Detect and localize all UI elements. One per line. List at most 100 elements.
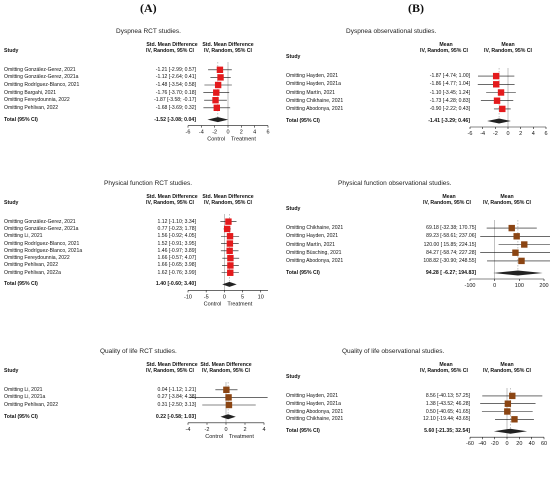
x-axis-tick-label: -4: [480, 131, 485, 137]
study-estimate: -1.21 [-2.99; 0.57]: [155, 66, 196, 73]
study-point-marker: [499, 105, 506, 113]
study-label: Omitting Abodonya, 2021: [286, 105, 344, 112]
study-point-marker: [217, 74, 224, 81]
column-header-study: Study: [4, 48, 19, 54]
study-estimate: -1.86 [-4.77; 1.04]: [429, 81, 470, 88]
study-estimate: 1.66 [-0.57; 4.07]: [157, 255, 196, 262]
study-point-marker: [509, 392, 516, 400]
forest-plot: -6 -4 -2 0 2 4 6 Control Treatment: [186, 62, 270, 143]
x-axis-tick-label: 20: [516, 441, 522, 447]
total-estimate: 0.22 [-0.58; 1.03]: [155, 413, 196, 420]
column-header-plot-effect: Mean: [500, 194, 514, 200]
x-axis-tick-label: 6: [544, 131, 547, 137]
study-estimate: 0.50 [-40.65; 41.65]: [425, 408, 470, 415]
study-label: Omitting Pehlivan, 2022: [4, 104, 59, 111]
study-point-marker: [223, 386, 230, 393]
total-label: Total (95% CI): [286, 270, 320, 276]
study-label: Omitting González-Gerez, 2021: [4, 66, 76, 73]
study-estimate: -1.12 [-2.64; 0.41]: [155, 74, 196, 81]
study-label: Omitting Martín, 2021: [286, 89, 335, 96]
x-axis-tick-label: -6: [468, 131, 473, 137]
column-header-effect: Std. Mean Difference: [146, 42, 198, 48]
study-point-marker: [504, 408, 511, 415]
study-point-marker: [511, 416, 518, 423]
study-point-marker: [521, 241, 528, 248]
x-axis-tick-label: 2: [519, 131, 522, 137]
total-diamond: [493, 270, 543, 276]
study-label: Omitting Büsching, 2021: [286, 249, 342, 256]
study-point-marker: [226, 233, 234, 240]
total-estimate: -1.52 [-3.08; 0.04]: [154, 116, 196, 123]
x-axis-tick-label: 2: [240, 130, 243, 136]
study-estimate: 84.27 [-58.74; 227.28]: [426, 249, 476, 256]
study-point-marker: [225, 218, 232, 225]
study-estimate: 8.56 [-40.13; 57.25]: [425, 392, 470, 399]
x-axis-tick-label: 4: [262, 427, 265, 433]
study-estimate: 1.56 [-0.92; 4.05]: [157, 233, 196, 240]
total-diamond: [487, 118, 511, 124]
forest-plot: -6 -4 -2 0 2 4 6: [468, 68, 548, 137]
column-header-method: IV, Random, 95% CI: [146, 48, 194, 54]
study-point-marker: [227, 254, 234, 262]
study-point-marker: [213, 89, 220, 96]
study-estimate: -1.87 [-3.58; -0.17]: [154, 97, 196, 104]
column-header-plot-effect: Mean: [500, 362, 514, 368]
x-axis-tick-label: 100: [515, 283, 524, 289]
study-label: Omitting Hayden, 2021: [286, 73, 339, 80]
study-label: Omitting Pehlivan, 2022: [4, 262, 59, 269]
study-estimate: 1.66 [-0.65; 3.98]: [157, 262, 196, 269]
panel-title: Dyspnea RCT studies.: [116, 28, 181, 35]
study-label: Omitting Li, 2021: [4, 233, 43, 240]
study-label: Omitting Bargahi, 2021: [4, 89, 57, 96]
total-diamond: [220, 414, 236, 420]
x-axis-tick-label: -4: [186, 427, 191, 433]
total-estimate: 94.28 [ -6.27; 194.83]: [425, 270, 476, 276]
column-header-method: IV, Random, 95% CI: [146, 200, 194, 206]
study-estimate: 1.62 [-0.76; 3.99]: [157, 269, 196, 276]
x-axis-tick-label: -100: [464, 283, 475, 289]
study-point-marker: [213, 104, 220, 111]
study-label: Omitting Pehlivan, 2022: [4, 402, 59, 408]
forest-panel: Dyspnea RCT studies. Study Std. Mean Diffe…: [4, 28, 274, 178]
x-axis-tick-label: 0: [506, 131, 509, 137]
study-label: Omitting Li, 2021a: [4, 394, 46, 401]
column-header-study: Study: [286, 374, 301, 380]
forest-panel: Quality of life observational studies. St…: [286, 348, 548, 498]
forest-panel: Dyspnea observational studies. Study Mean I…: [286, 28, 548, 178]
study-label: Omitting Fereydounnia, 2022: [4, 255, 70, 262]
study-label: Omitting Pehlivan, 2022a: [4, 269, 61, 276]
total-estimate: 5.60 [-21.35; 32.54]: [424, 428, 470, 435]
total-estimate: -1.41 [-3.29; 0.46]: [428, 118, 470, 124]
x-axis-tick-label: -20: [491, 441, 499, 447]
study-point-marker: [212, 97, 219, 104]
x-axis-tick-label: 6: [266, 130, 269, 136]
study-point-marker: [226, 240, 234, 247]
column-header-effect: Mean: [439, 42, 453, 48]
column-header-method: IV, Random, 95% CI: [423, 200, 471, 206]
x-axis-tick-label: -2: [493, 131, 498, 137]
x-axis-tick-label: -10: [184, 294, 192, 300]
total-label: Total (95% CI): [4, 281, 38, 288]
study-label: Omitting Abodonya, 2021: [286, 257, 344, 264]
x-axis-tick-label: 60: [541, 441, 547, 447]
study-estimate: -1.73 [-4.28; 0.83]: [429, 97, 470, 104]
study-point-marker: [226, 247, 233, 255]
x-axis-tick-label: 0: [223, 294, 226, 300]
study-estimate: 1.12 [-1.10; 3.34]: [157, 218, 196, 225]
column-header-plot-effect: Mean: [501, 42, 515, 48]
column-header-plot-effect: Std. Mean Difference: [200, 362, 252, 368]
x-axis-tick-label: 40: [529, 441, 535, 447]
forest-panel: Physical function observational studies.…: [286, 180, 550, 330]
study-label: Omitting Hayden, 2021a: [286, 400, 341, 407]
total-diamond: [222, 281, 237, 287]
study-label: Omitting Hayden, 2021: [286, 233, 339, 240]
study-point-marker: [227, 269, 234, 276]
study-label: Omitting Chikhaine, 2021: [286, 97, 344, 104]
study-point-marker: [223, 225, 231, 233]
x-axis-tick-label: 10: [258, 294, 264, 300]
study-estimate: 0.31 [-2.50; 3.13]: [157, 402, 196, 408]
x-axis-tick-label: 5: [241, 294, 244, 300]
x-axis-label-control: Control: [207, 137, 225, 143]
study-estimate: -1.87 [-4.74; 1.00]: [429, 73, 470, 80]
study-point-marker: [216, 66, 224, 73]
